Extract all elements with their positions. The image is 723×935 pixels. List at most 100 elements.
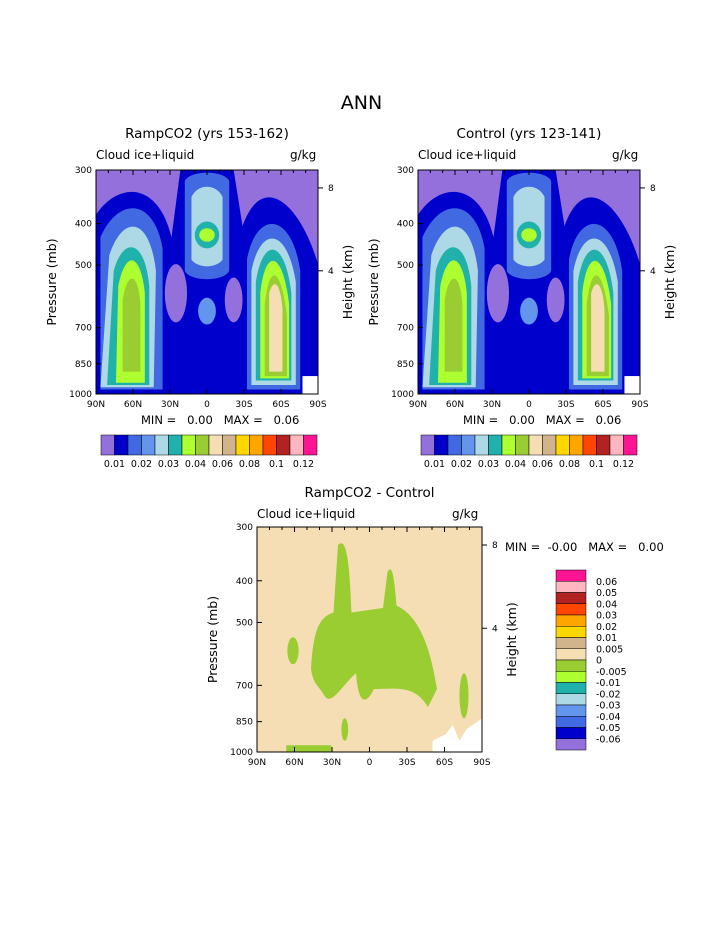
green-diff-region	[311, 543, 437, 707]
colorbar-swatch	[555, 659, 587, 672]
colorbar-label: 0.02	[131, 459, 152, 470]
lat-tick-label: 90N	[87, 400, 105, 410]
colorbar-label: 0.02	[451, 459, 472, 470]
pressure-tick-label: 400	[236, 577, 253, 587]
colorbar-label: 0.04	[505, 459, 526, 470]
height-tick-label: 4	[492, 624, 498, 634]
colorbar-swatch	[488, 434, 503, 456]
colorbar-2: 0.01 0.02 0.03 0.04 0.06 0.08 0.1 0.12	[420, 434, 638, 470]
colorbar-label: 0.06	[596, 577, 617, 588]
panel2-minmax: MIN = 0.00 MAX = 0.06	[463, 413, 622, 427]
colorbar-diff: 0.060.050.040.030.020.010.0050-0.005-0.0…	[555, 569, 627, 751]
lat-tick-label: 60N	[285, 758, 303, 768]
colorbar-label: 0.01	[596, 633, 617, 644]
colorbar-label: -0.05	[596, 723, 621, 734]
colorbar-label: -0.03	[596, 701, 621, 712]
colorbar-swatch	[195, 434, 210, 456]
panel3-units: g/kg	[452, 507, 479, 521]
height-tick-label: 8	[328, 184, 334, 194]
corn-blob-center	[520, 297, 538, 325]
height-tick-label: 4	[650, 267, 656, 277]
pressure-tick-label: 1000	[230, 748, 253, 758]
colorbar-swatch	[420, 434, 435, 456]
colorbar-label: 0.06	[212, 459, 233, 470]
pressure-tick-label: 500	[236, 618, 253, 628]
lat-tick-label: 30S	[557, 400, 574, 410]
panel1-variable: Cloud ice+liquid	[96, 148, 195, 162]
green-diff-bottom	[286, 745, 332, 752]
y-left-label: Pressure (mb)	[366, 238, 381, 325]
colorbar-swatch	[582, 434, 597, 456]
pressure-tick-label: 850	[397, 360, 414, 370]
wheat-contour-right	[269, 284, 283, 372]
colorbar-swatch	[222, 434, 237, 456]
colorbar-swatch	[208, 434, 223, 456]
colorbar-label: 0.01	[104, 459, 125, 470]
pressure-tick-label: 300	[75, 166, 92, 176]
corn-blob-center	[198, 297, 216, 325]
colorbar-swatch	[555, 716, 587, 728]
green-contour-left	[122, 278, 141, 372]
colorbar-label: 0.03	[596, 611, 617, 622]
colorbar-label: -0.01	[596, 678, 621, 689]
pressure-tick-label: 400	[75, 220, 92, 230]
pressure-tick-label: 1000	[391, 390, 414, 400]
pressure-tick-label: 500	[75, 261, 92, 271]
height-tick-label: 4	[328, 267, 334, 277]
colorbar-label: 0.02	[596, 622, 617, 633]
colorbar-swatch	[235, 434, 250, 456]
green-diff-blob-1	[287, 637, 299, 665]
colorbar-swatch	[141, 434, 156, 456]
panel3-title: RampCO2 - Control	[304, 485, 435, 501]
colorbar-swatch	[461, 434, 476, 456]
colorbar-label: 0.03	[478, 459, 499, 470]
colorbar-label: 0	[596, 656, 602, 667]
lat-tick-label: 30S	[398, 758, 415, 768]
y-right-label: Height (km)	[662, 245, 677, 319]
colorbar-swatch	[447, 434, 462, 456]
lat-tick-label: 90S	[631, 400, 648, 410]
colorbar-label: 0.005	[596, 644, 623, 655]
colorbar-swatch	[434, 434, 449, 456]
height-tick-label: 8	[650, 184, 656, 194]
pressure-tick-label: 1000	[69, 390, 92, 400]
colorbar-1: 0.01 0.02 0.03 0.04 0.06 0.08 0.1 0.12	[100, 434, 318, 470]
y-left-label: Pressure (mb)	[44, 238, 59, 325]
colorbar-swatch	[127, 434, 142, 456]
colorbar-swatch	[542, 434, 557, 456]
colorbar-swatch	[555, 682, 587, 694]
no-data-region	[302, 376, 318, 394]
colorbar-label: -0.02	[596, 689, 621, 700]
colorbar-label: 0.05	[596, 588, 617, 599]
colorbar-swatch	[528, 434, 543, 456]
colorbar-label: 0.01	[424, 459, 445, 470]
y-right-label: Height (km)	[340, 245, 355, 319]
colorbar-swatch	[515, 434, 530, 456]
colorbar-swatch	[100, 434, 115, 456]
colorbar-label: 0.08	[559, 459, 580, 470]
lat-tick-label: 90S	[473, 758, 490, 768]
colorbar-label: 0.06	[532, 459, 553, 470]
purple-hole-2	[546, 277, 565, 323]
green-diff-blob-3	[459, 673, 469, 719]
colorbar-label: 0.1	[589, 459, 604, 470]
pressure-tick-label: 700	[236, 681, 253, 691]
contour-field	[418, 170, 640, 394]
colorbar-swatch	[181, 434, 196, 456]
lat-tick-label: 30S	[235, 400, 252, 410]
purple-hole-2	[224, 277, 243, 323]
colorbar-swatch	[555, 626, 587, 638]
colorbar-swatch	[154, 434, 169, 456]
panel2-variable: Cloud ice+liquid	[418, 148, 517, 162]
colorbar-swatch	[555, 592, 587, 604]
colorbar-swatch	[555, 704, 587, 717]
colorbar-label: -0.005	[596, 667, 627, 678]
pressure-tick-label: 400	[397, 220, 414, 230]
pressure-tick-label: 500	[397, 261, 414, 271]
panel3-variable: Cloud ice+liquid	[257, 507, 356, 521]
colorbar-swatch	[555, 727, 587, 739]
lat-tick-label: 60S	[594, 400, 611, 410]
pressure-tick-label: 850	[75, 360, 92, 370]
colorbar-swatch	[569, 434, 584, 456]
